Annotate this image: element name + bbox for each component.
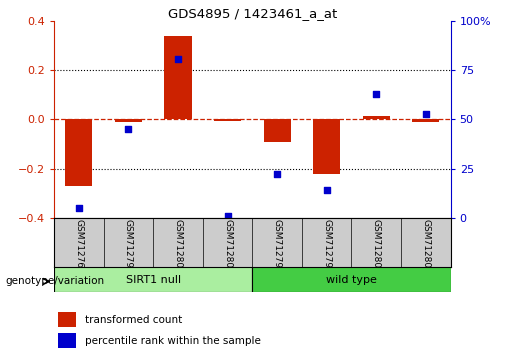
Point <box>322 187 331 193</box>
Bar <box>58 312 76 327</box>
Text: wild type: wild type <box>326 275 377 285</box>
Bar <box>164 36 192 119</box>
Text: GSM712769: GSM712769 <box>74 219 83 274</box>
Text: GSM712803: GSM712803 <box>421 219 431 274</box>
Title: GDS4895 / 1423461_a_at: GDS4895 / 1423461_a_at <box>168 7 337 20</box>
Bar <box>214 119 241 121</box>
Point <box>273 172 281 177</box>
Point <box>422 111 430 116</box>
Bar <box>264 119 291 142</box>
Bar <box>65 119 93 186</box>
Bar <box>115 119 142 122</box>
Point <box>372 91 381 97</box>
Bar <box>313 119 340 173</box>
Bar <box>58 333 76 348</box>
Text: SIRT1 null: SIRT1 null <box>126 275 181 285</box>
Text: GSM712799: GSM712799 <box>322 219 331 274</box>
Point <box>174 56 182 61</box>
Bar <box>363 116 390 119</box>
Text: GSM712801: GSM712801 <box>372 219 381 274</box>
Text: percentile rank within the sample: percentile rank within the sample <box>84 336 261 346</box>
Text: GSM712797: GSM712797 <box>272 219 282 274</box>
Bar <box>54 267 252 292</box>
Point <box>75 205 83 211</box>
Text: transformed count: transformed count <box>84 315 182 325</box>
Text: genotype/variation: genotype/variation <box>5 276 104 286</box>
Bar <box>412 119 439 122</box>
Bar <box>252 267 451 292</box>
Point <box>124 126 132 132</box>
Text: GSM712802: GSM712802 <box>223 219 232 274</box>
Point <box>224 213 232 218</box>
Text: GSM712798: GSM712798 <box>124 219 133 274</box>
Text: GSM712800: GSM712800 <box>174 219 182 274</box>
